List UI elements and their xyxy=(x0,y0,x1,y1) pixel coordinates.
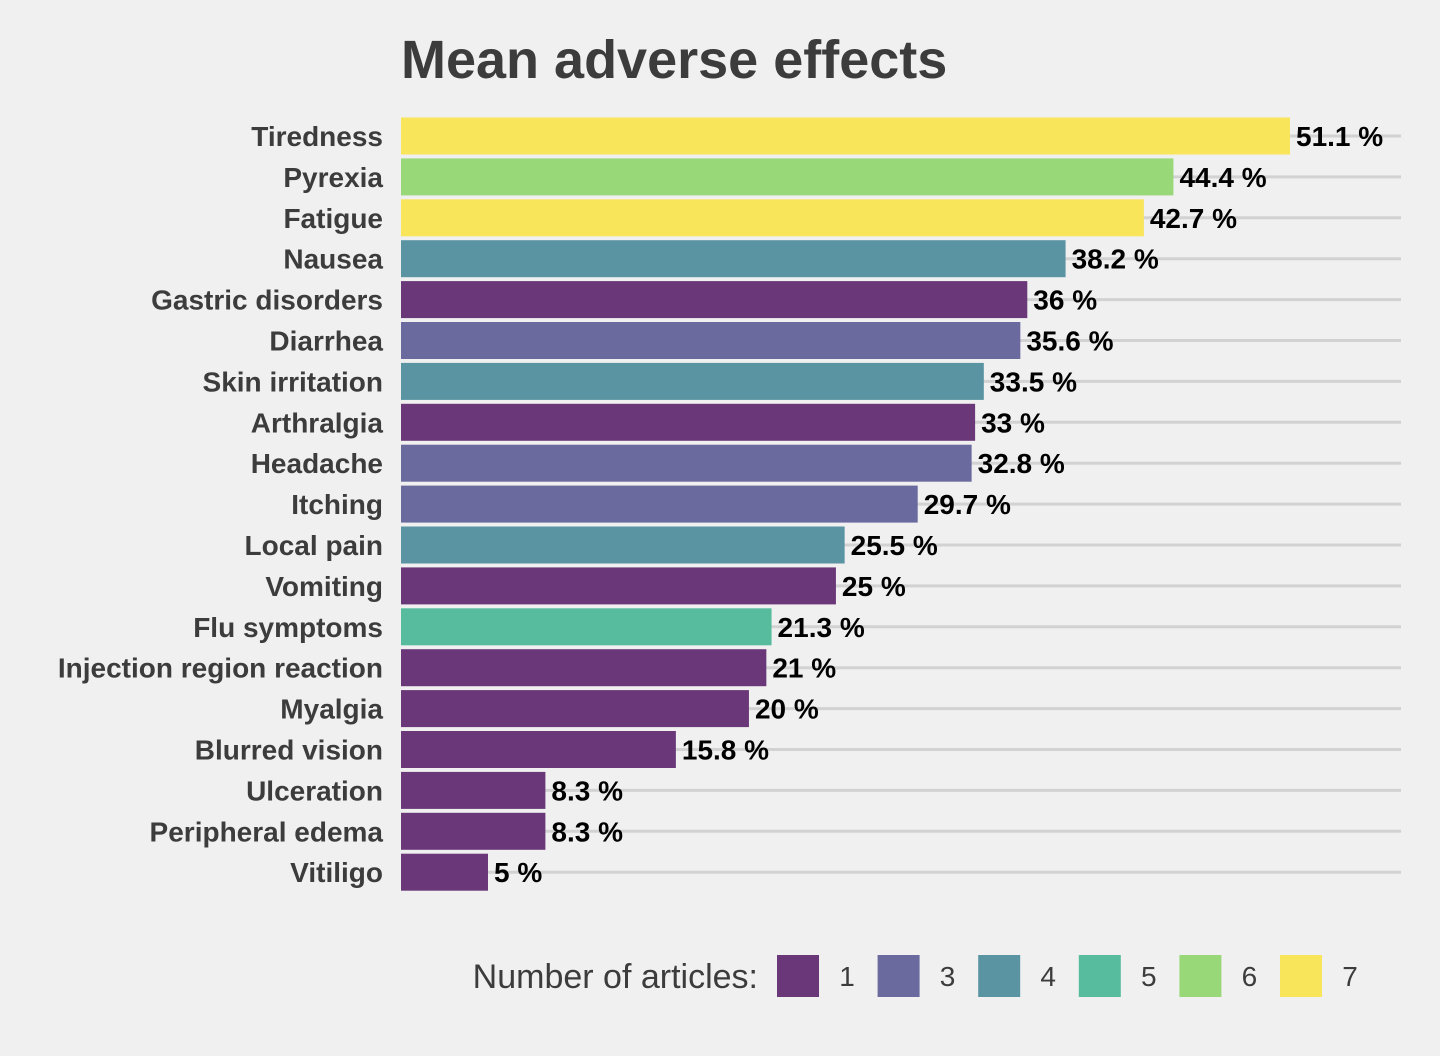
bar-headache xyxy=(401,444,972,482)
category-label: Diarrhea xyxy=(269,326,383,357)
bar-skin-irritation xyxy=(401,362,984,400)
chart-title: Mean adverse effects xyxy=(401,30,947,90)
category-label: Flu symptoms xyxy=(193,612,383,643)
legend-swatch xyxy=(777,955,819,997)
bar-gastric-disorders xyxy=(401,281,1028,319)
category-label: Fatigue xyxy=(283,203,383,234)
value-label: 51.1 % xyxy=(1296,121,1383,152)
category-label: Local pain xyxy=(245,530,383,561)
legend-swatch xyxy=(1280,955,1322,997)
value-label: 25 % xyxy=(842,571,906,602)
legend: Number of articles: 1 3 4 5 6 7 xyxy=(473,955,1358,997)
value-label: 36 % xyxy=(1033,285,1097,316)
category-label: Arthralgia xyxy=(251,407,384,438)
legend-label: 5 xyxy=(1141,961,1157,992)
value-label: 15.8 % xyxy=(682,735,769,766)
value-label: 25.5 % xyxy=(851,530,938,561)
legend-swatch xyxy=(1179,955,1222,997)
value-label: 35.6 % xyxy=(1026,326,1113,357)
value-label: 38.2 % xyxy=(1072,244,1159,275)
value-label: 33.5 % xyxy=(990,366,1077,397)
bar-ulceration xyxy=(401,771,546,809)
category-label: Tiredness xyxy=(251,121,383,152)
legend-title: Number of articles: xyxy=(473,958,758,996)
category-label: Vomiting xyxy=(265,571,383,602)
labels: Tiredness 51.1 % Pyrexia 44.4 % Fatigue 42.7 … xyxy=(58,121,1383,888)
value-label: 8.3 % xyxy=(551,775,623,806)
category-label: Myalgia xyxy=(280,694,383,725)
value-label: 5 % xyxy=(494,857,542,888)
category-label: Blurred vision xyxy=(195,735,383,766)
category-label: Peripheral edema xyxy=(150,816,384,847)
bar-nausea xyxy=(401,240,1066,278)
bar-injection-region-reaction xyxy=(401,649,767,687)
bar-diarrhea xyxy=(401,322,1021,359)
value-label: 21 % xyxy=(772,653,836,684)
legend-items: 1 3 4 5 6 7 xyxy=(777,955,1358,997)
bar-local-pain xyxy=(401,526,845,564)
value-label: 21.3 % xyxy=(778,612,865,643)
value-label: 20 % xyxy=(755,694,819,725)
legend-label: 6 xyxy=(1242,961,1258,992)
bar-itching xyxy=(401,485,918,523)
value-label: 29.7 % xyxy=(924,489,1011,520)
value-label: 32.8 % xyxy=(978,448,1065,479)
legend-label: 4 xyxy=(1040,961,1056,992)
bar-tiredness xyxy=(401,117,1290,155)
value-label: 44.4 % xyxy=(1179,162,1266,193)
category-label: Skin irritation xyxy=(203,366,383,397)
category-label: Headache xyxy=(251,448,383,479)
bar-peripheral-edema xyxy=(401,812,546,850)
bar-myalgia xyxy=(401,690,749,728)
legend-swatch xyxy=(1078,955,1121,997)
bar-flu-symptoms xyxy=(401,608,772,646)
legend-swatch xyxy=(978,955,1021,997)
legend-label: 7 xyxy=(1342,961,1358,992)
value-label: 33 % xyxy=(981,407,1045,438)
bar-pyrexia xyxy=(401,158,1174,196)
legend-label: 3 xyxy=(940,961,956,992)
bar-blurred-vision xyxy=(401,731,676,768)
category-label: Ulceration xyxy=(246,775,383,806)
category-label: Pyrexia xyxy=(283,162,383,193)
category-label: Itching xyxy=(291,489,383,520)
category-label: Vitiligo xyxy=(290,857,383,888)
bar-vomiting xyxy=(401,567,836,605)
bar-vitiligo xyxy=(401,853,488,891)
bar-arthralgia xyxy=(401,403,976,441)
value-label: 42.7 % xyxy=(1150,203,1237,234)
category-label: Nausea xyxy=(283,244,383,275)
value-label: 8.3 % xyxy=(551,816,623,847)
category-label: Gastric disorders xyxy=(151,285,383,316)
legend-swatch xyxy=(877,955,920,997)
category-label: Injection region reaction xyxy=(58,653,383,684)
bars xyxy=(401,117,1290,891)
legend-label: 1 xyxy=(839,961,855,992)
bar-fatigue xyxy=(401,199,1144,237)
